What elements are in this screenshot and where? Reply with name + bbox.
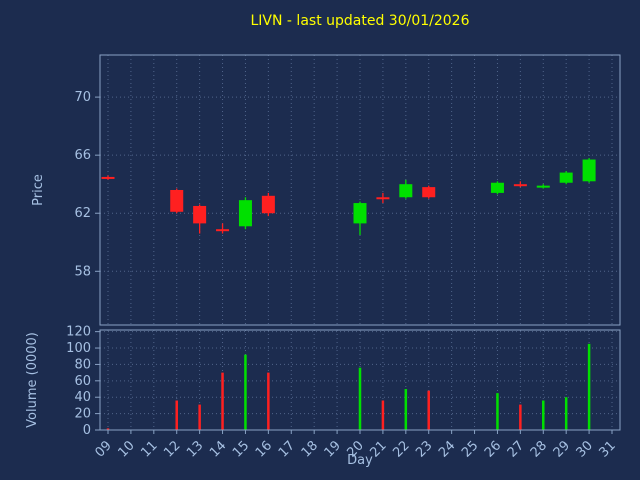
price-tick-label: 66 [74, 148, 91, 163]
candle-body [170, 190, 184, 212]
candle-body [193, 205, 207, 224]
day-axis-label: Day [347, 453, 373, 468]
candle-body [353, 203, 367, 224]
volume-tick-label: 20 [74, 407, 91, 422]
volume-plot-border [99, 329, 621, 431]
candle-body [376, 197, 390, 200]
chart-title: LIVN - last updated 30/01/2026 [250, 13, 470, 29]
candle-body [559, 172, 573, 183]
candle-body [490, 182, 504, 193]
candle-body [101, 176, 115, 179]
candle-body [399, 184, 413, 198]
price-tick-label: 70 [74, 90, 91, 105]
volume-tick-label: 60 [74, 374, 91, 389]
price-tick-label: 62 [74, 206, 91, 221]
price-tick-label: 58 [74, 264, 91, 279]
candle-body [582, 159, 596, 182]
candle-body [536, 185, 550, 188]
candle-body [261, 195, 275, 214]
candle-body [216, 229, 230, 232]
price-plot-border [99, 54, 621, 326]
candle-body [238, 200, 252, 227]
volume-tick-label: 120 [66, 325, 91, 340]
volume-tick-label: 80 [74, 357, 91, 372]
volume-tick-label: 100 [66, 341, 91, 356]
volume-axis-label: Volume (0000) [25, 332, 40, 428]
volume-tick-label: 0 [83, 423, 91, 438]
volume-tick-label: 40 [74, 390, 91, 405]
price-axis-label: Price [31, 174, 46, 206]
candle-body [422, 187, 436, 198]
candle-body [513, 184, 527, 187]
